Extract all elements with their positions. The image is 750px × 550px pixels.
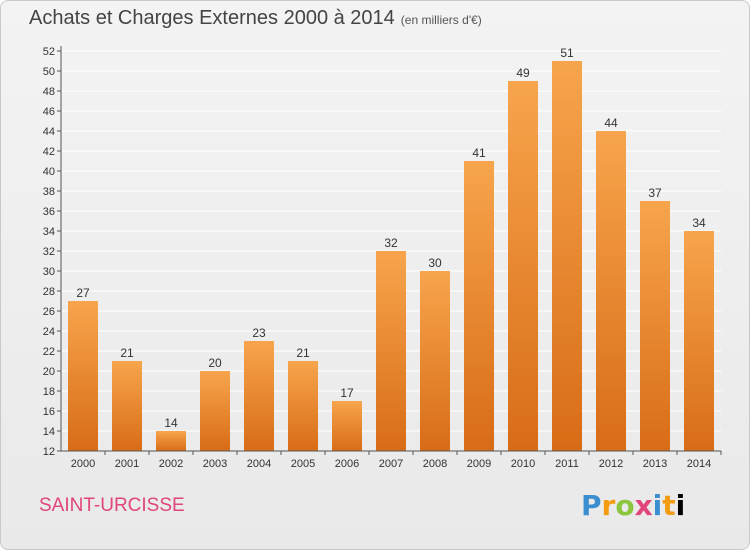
bar-2006 xyxy=(332,401,362,451)
bar-value-label: 37 xyxy=(648,186,662,200)
bar-value-label: 49 xyxy=(516,66,530,80)
x-tick-label: 2008 xyxy=(423,458,447,470)
bar-2005 xyxy=(288,361,318,451)
bar-2009 xyxy=(464,161,494,451)
x-tick-label: 2013 xyxy=(643,458,667,470)
bar-value-label: 27 xyxy=(76,286,90,300)
y-tick-label: 20 xyxy=(43,366,55,378)
chart-subtitle: (en milliers d'€) xyxy=(400,13,482,27)
bar-2008 xyxy=(420,271,450,451)
y-tick-label: 50 xyxy=(43,66,55,78)
bar-2014 xyxy=(684,231,714,451)
y-tick-label: 52 xyxy=(43,46,55,58)
bar-value-label: 34 xyxy=(692,216,706,230)
y-tick-label: 34 xyxy=(43,226,55,238)
x-tick-label: 2001 xyxy=(115,458,139,470)
y-tick-label: 44 xyxy=(43,126,55,138)
chart-title-text: Achats et Charges Externes 2000 à 2014 xyxy=(29,7,395,29)
y-tick-label: 42 xyxy=(43,146,55,158)
x-tick-label: 2005 xyxy=(291,458,315,470)
y-tick-label: 46 xyxy=(43,106,55,118)
bar-2007 xyxy=(376,251,406,451)
bar-2010 xyxy=(508,81,538,451)
bar-2002 xyxy=(156,431,186,451)
y-tick-label: 28 xyxy=(43,286,55,298)
y-tick-label: 14 xyxy=(43,426,55,438)
bar-value-label: 21 xyxy=(120,346,134,360)
y-tick-label: 12 xyxy=(43,446,55,458)
x-tick-label: 2000 xyxy=(71,458,95,470)
bar-value-label: 51 xyxy=(560,46,574,60)
bar-value-label: 41 xyxy=(472,146,486,160)
y-tick-label: 30 xyxy=(43,266,55,278)
bar-value-label: 32 xyxy=(384,236,398,250)
proxiti-logo: Proxiti xyxy=(581,489,686,522)
x-tick-label: 2003 xyxy=(203,458,227,470)
y-tick-label: 40 xyxy=(43,166,55,178)
axes: 12 14 16 18 20 22 24 26 28 30 32 34 36 38 40 42 44 46 48 50… xyxy=(43,46,722,470)
bar-value-label: 14 xyxy=(164,416,178,430)
bar-value-label: 30 xyxy=(428,256,442,270)
bar-2003 xyxy=(200,371,230,451)
y-tick-label: 18 xyxy=(43,386,55,398)
y-tick-label: 22 xyxy=(43,346,55,358)
y-tick-label: 38 xyxy=(43,186,55,198)
x-tick-label: 2006 xyxy=(335,458,359,470)
y-tick-label: 26 xyxy=(43,306,55,318)
x-tick-label: 2010 xyxy=(511,458,535,470)
y-tick-label: 36 xyxy=(43,206,55,218)
x-tick-label: 2014 xyxy=(687,458,711,470)
x-tick-label: 2009 xyxy=(467,458,491,470)
bar-value-label: 21 xyxy=(296,346,310,360)
bars: 27 21 14 20 23 21 17 32 30 41 49 51 44 37 34 xyxy=(68,46,714,451)
x-tick-label: 2011 xyxy=(555,458,579,470)
bar-2012 xyxy=(596,131,626,451)
commune-name: SAINT-URCISSE xyxy=(39,495,185,516)
bar-2004 xyxy=(244,341,274,451)
bar-value-label: 23 xyxy=(252,326,266,340)
x-tick-label: 2004 xyxy=(247,458,271,470)
bar-value-label: 44 xyxy=(604,116,618,130)
y-tick-label: 32 xyxy=(43,246,55,258)
bar-value-label: 20 xyxy=(208,356,222,370)
bar-2000 xyxy=(68,301,98,451)
x-tick-label: 2007 xyxy=(379,458,403,470)
bar-2001 xyxy=(112,361,142,451)
x-tick-label: 2012 xyxy=(599,458,623,470)
chart-title: Achats et Charges Externes 2000 à 2014 (e… xyxy=(29,7,482,30)
x-tick-label: 2002 xyxy=(159,458,183,470)
bar-2013 xyxy=(640,201,670,451)
y-tick-label: 16 xyxy=(43,406,55,418)
bar-2011 xyxy=(552,61,582,451)
bar-value-label: 17 xyxy=(340,386,354,400)
y-tick-label: 48 xyxy=(43,86,55,98)
y-tick-label: 24 xyxy=(43,326,55,338)
